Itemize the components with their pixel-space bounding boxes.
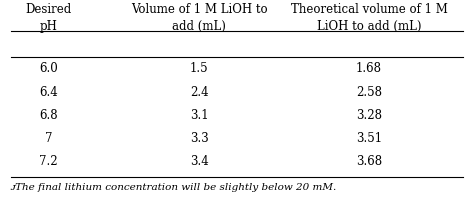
Text: Theoretical volume of 1 M
LiOH to add (mL): Theoretical volume of 1 M LiOH to add (m… [291, 3, 447, 33]
Text: 2.58: 2.58 [356, 86, 382, 99]
Text: 3.4: 3.4 [190, 155, 209, 168]
Text: 7.2: 7.2 [39, 155, 58, 168]
Text: 3.68: 3.68 [356, 155, 382, 168]
Text: 3.3: 3.3 [190, 132, 209, 145]
Text: Desired
pH: Desired pH [26, 3, 72, 33]
Text: 3.51: 3.51 [356, 132, 382, 145]
Text: 3.1: 3.1 [190, 109, 209, 122]
Text: 1.5: 1.5 [190, 62, 209, 75]
Text: ᴊThe final lithium concentration will be slightly below 20 mM.: ᴊThe final lithium concentration will be… [11, 183, 337, 192]
Text: Volume of 1 M LiOH to
add (mL): Volume of 1 M LiOH to add (mL) [131, 3, 268, 33]
Text: 3.28: 3.28 [356, 109, 382, 122]
Text: 1.68: 1.68 [356, 62, 382, 75]
Text: 6.4: 6.4 [39, 86, 58, 99]
Text: 2.4: 2.4 [190, 86, 209, 99]
Text: 7: 7 [45, 132, 52, 145]
Text: 6.0: 6.0 [39, 62, 58, 75]
Text: 6.8: 6.8 [39, 109, 58, 122]
